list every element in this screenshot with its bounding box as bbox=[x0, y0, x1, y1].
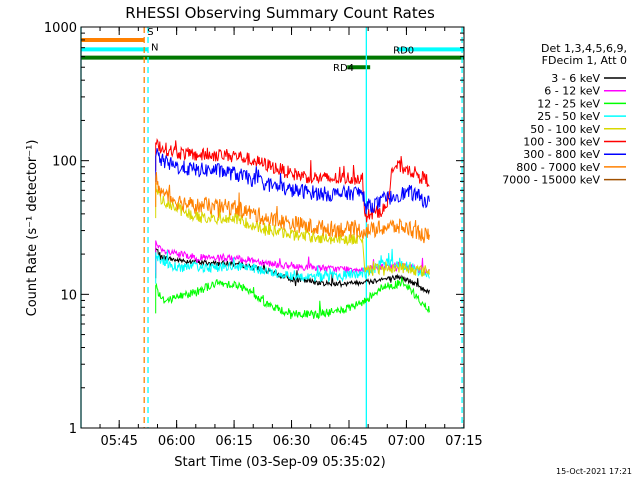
series-line-300-800-kev bbox=[155, 148, 430, 214]
series-group bbox=[155, 137, 430, 320]
x-tick-label: 06:15 bbox=[215, 434, 252, 449]
x-tick-label: 06:00 bbox=[158, 434, 195, 449]
axes: 1 10 100 1000 05:45 06:00 06:15 06:30 06:45 07:00… bbox=[44, 21, 483, 449]
legend-title-line: FDecim 1, Att 0 bbox=[542, 54, 627, 67]
series-line-100-300-kev bbox=[155, 137, 430, 223]
series-line-25-50-kev bbox=[155, 248, 430, 284]
annotation-label: N bbox=[151, 42, 158, 53]
series-line-3-6-kev bbox=[155, 247, 430, 295]
legend: Det 1,3,4,5,6,9,FDecim 1, Att 0 3 - 6 keV… bbox=[502, 42, 627, 187]
annotation-label: RD0 bbox=[393, 46, 414, 57]
series-line-800-7000-kev bbox=[155, 172, 430, 244]
y-tick-label: 1 bbox=[69, 422, 77, 437]
x-tick-label: 05:45 bbox=[100, 434, 137, 449]
footer-timestamp: 15-Oct-2021 17:21 bbox=[556, 467, 632, 476]
y-tick-label: 1000 bbox=[44, 21, 77, 36]
chart-title: RHESSI Observing Summary Count Rates bbox=[125, 4, 435, 22]
annotations: SN RD0 RD4 bbox=[147, 27, 414, 74]
legend-label: 3 - 6 keV bbox=[551, 72, 600, 85]
x-tick-label: 06:45 bbox=[330, 434, 367, 449]
legend-label: 100 - 300 keV bbox=[523, 136, 600, 149]
legend-label: 25 - 50 keV bbox=[537, 110, 600, 123]
x-tick-label: 07:00 bbox=[388, 434, 425, 449]
series-line-12-25-kev bbox=[155, 277, 430, 320]
x-tick-label: 06:30 bbox=[273, 434, 310, 449]
y-axis-label: Count Rate (s⁻¹ detector⁻¹) bbox=[25, 140, 40, 317]
series-line-50-100-kev bbox=[155, 182, 430, 277]
x-tick-label: 07:15 bbox=[445, 434, 482, 449]
x-axis-label: Start Time (03-Sep-09 05:35:02) bbox=[174, 455, 385, 470]
legend-label: 300 - 800 keV bbox=[523, 148, 600, 161]
legend-label: 50 - 100 keV bbox=[530, 123, 600, 136]
y-tick-label: 100 bbox=[52, 155, 77, 170]
legend-label: 6 - 12 keV bbox=[544, 85, 600, 98]
y-tick-label: 10 bbox=[60, 288, 77, 303]
annotation-label: RD4 bbox=[333, 63, 354, 74]
annotation-label: S bbox=[147, 27, 153, 38]
legend-label: 12 - 25 keV bbox=[537, 97, 600, 110]
legend-label: 7000 - 15000 keV bbox=[502, 174, 600, 187]
legend-title-line: Det 1,3,4,5,6,9, bbox=[541, 42, 627, 55]
legend-label: 800 - 7000 keV bbox=[516, 161, 600, 174]
